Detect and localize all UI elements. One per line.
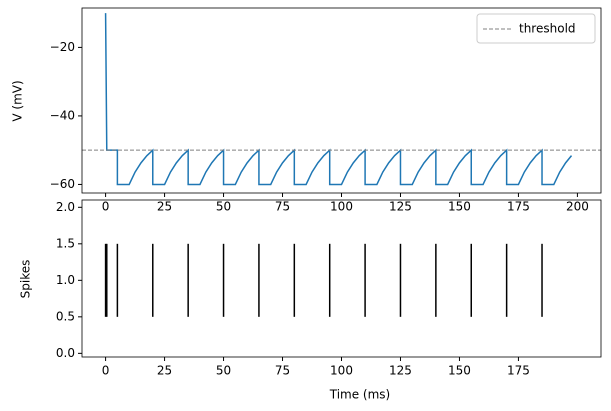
legend-label: threshold: [519, 22, 576, 36]
y-tick-label: −60: [50, 177, 75, 191]
x-tick-label: 150: [448, 200, 471, 214]
y-tick-label: −20: [50, 40, 75, 54]
axes-frame: [81, 7, 602, 194]
x-tick-label: 25: [157, 364, 172, 378]
x-tick-label: 50: [216, 200, 231, 214]
y-tick-label: 0.0: [56, 346, 75, 360]
x-tick-label: 0: [102, 364, 110, 378]
legend-box: [476, 13, 596, 44]
x-tick-label: 125: [389, 364, 412, 378]
y-tick-label: 1.5: [56, 236, 75, 250]
x-tick-label: 100: [330, 200, 353, 214]
x-axis-label: Time (ms): [329, 388, 391, 402]
axes-frame: [81, 199, 602, 358]
x-tick-label: 125: [389, 200, 412, 214]
y-tick-label: 1.0: [56, 273, 75, 287]
x-tick-label: 75: [275, 364, 290, 378]
x-tick-label: 0: [102, 200, 110, 214]
voltage-line: [104, 13, 573, 186]
x-tick-label: 150: [448, 364, 471, 378]
y-axis-label: Spikes: [19, 260, 33, 299]
y-tick-label: −40: [50, 108, 75, 122]
x-tick-label: 75: [275, 200, 290, 214]
x-tick-label: 100: [330, 364, 353, 378]
y-tick-label: 2.0: [56, 200, 75, 214]
x-tick-label: 50: [216, 364, 231, 378]
x-tick-label: 200: [566, 200, 589, 214]
x-tick-label: 175: [507, 364, 530, 378]
x-tick-label: 175: [507, 200, 530, 214]
y-tick-label: 0.5: [56, 309, 75, 323]
x-tick-label: 25: [157, 200, 172, 214]
y-axis-label: V (mV): [11, 80, 25, 121]
